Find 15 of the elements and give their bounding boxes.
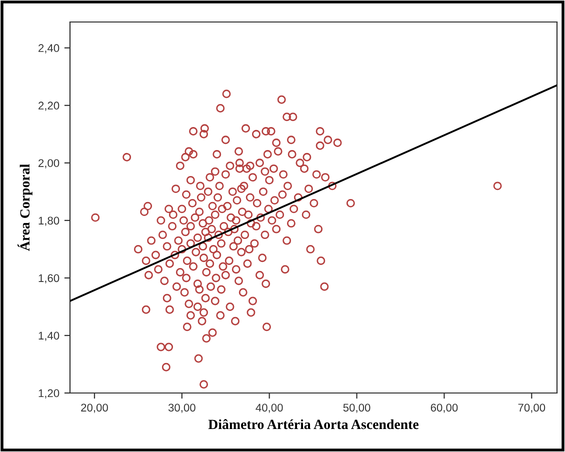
y-tick-label: 2,40 [38,44,60,54]
y-tick-label: 1,60 [38,274,60,284]
y-axis-title: Área Corporal [18,164,32,252]
y-tick-label: 1,40 [38,332,60,341]
x-tick-label: 60,00 [430,404,458,413]
x-tick-label: 40,00 [256,404,283,413]
y-tick-label: 1,20 [38,389,60,398]
x-tick-label: 20,00 [81,404,108,413]
x-tick-label: 70,00 [518,404,546,413]
y-tick-label: 2,20 [38,102,60,111]
y-tick-label: 2,00 [38,159,60,168]
x-tick-label: 50,00 [343,404,370,413]
x-axis-title: Diâmetro Artéria Aorta Ascendente [208,419,419,430]
y-tick-label: 1,80 [38,216,60,226]
x-tick-label: 30,00 [168,404,196,413]
